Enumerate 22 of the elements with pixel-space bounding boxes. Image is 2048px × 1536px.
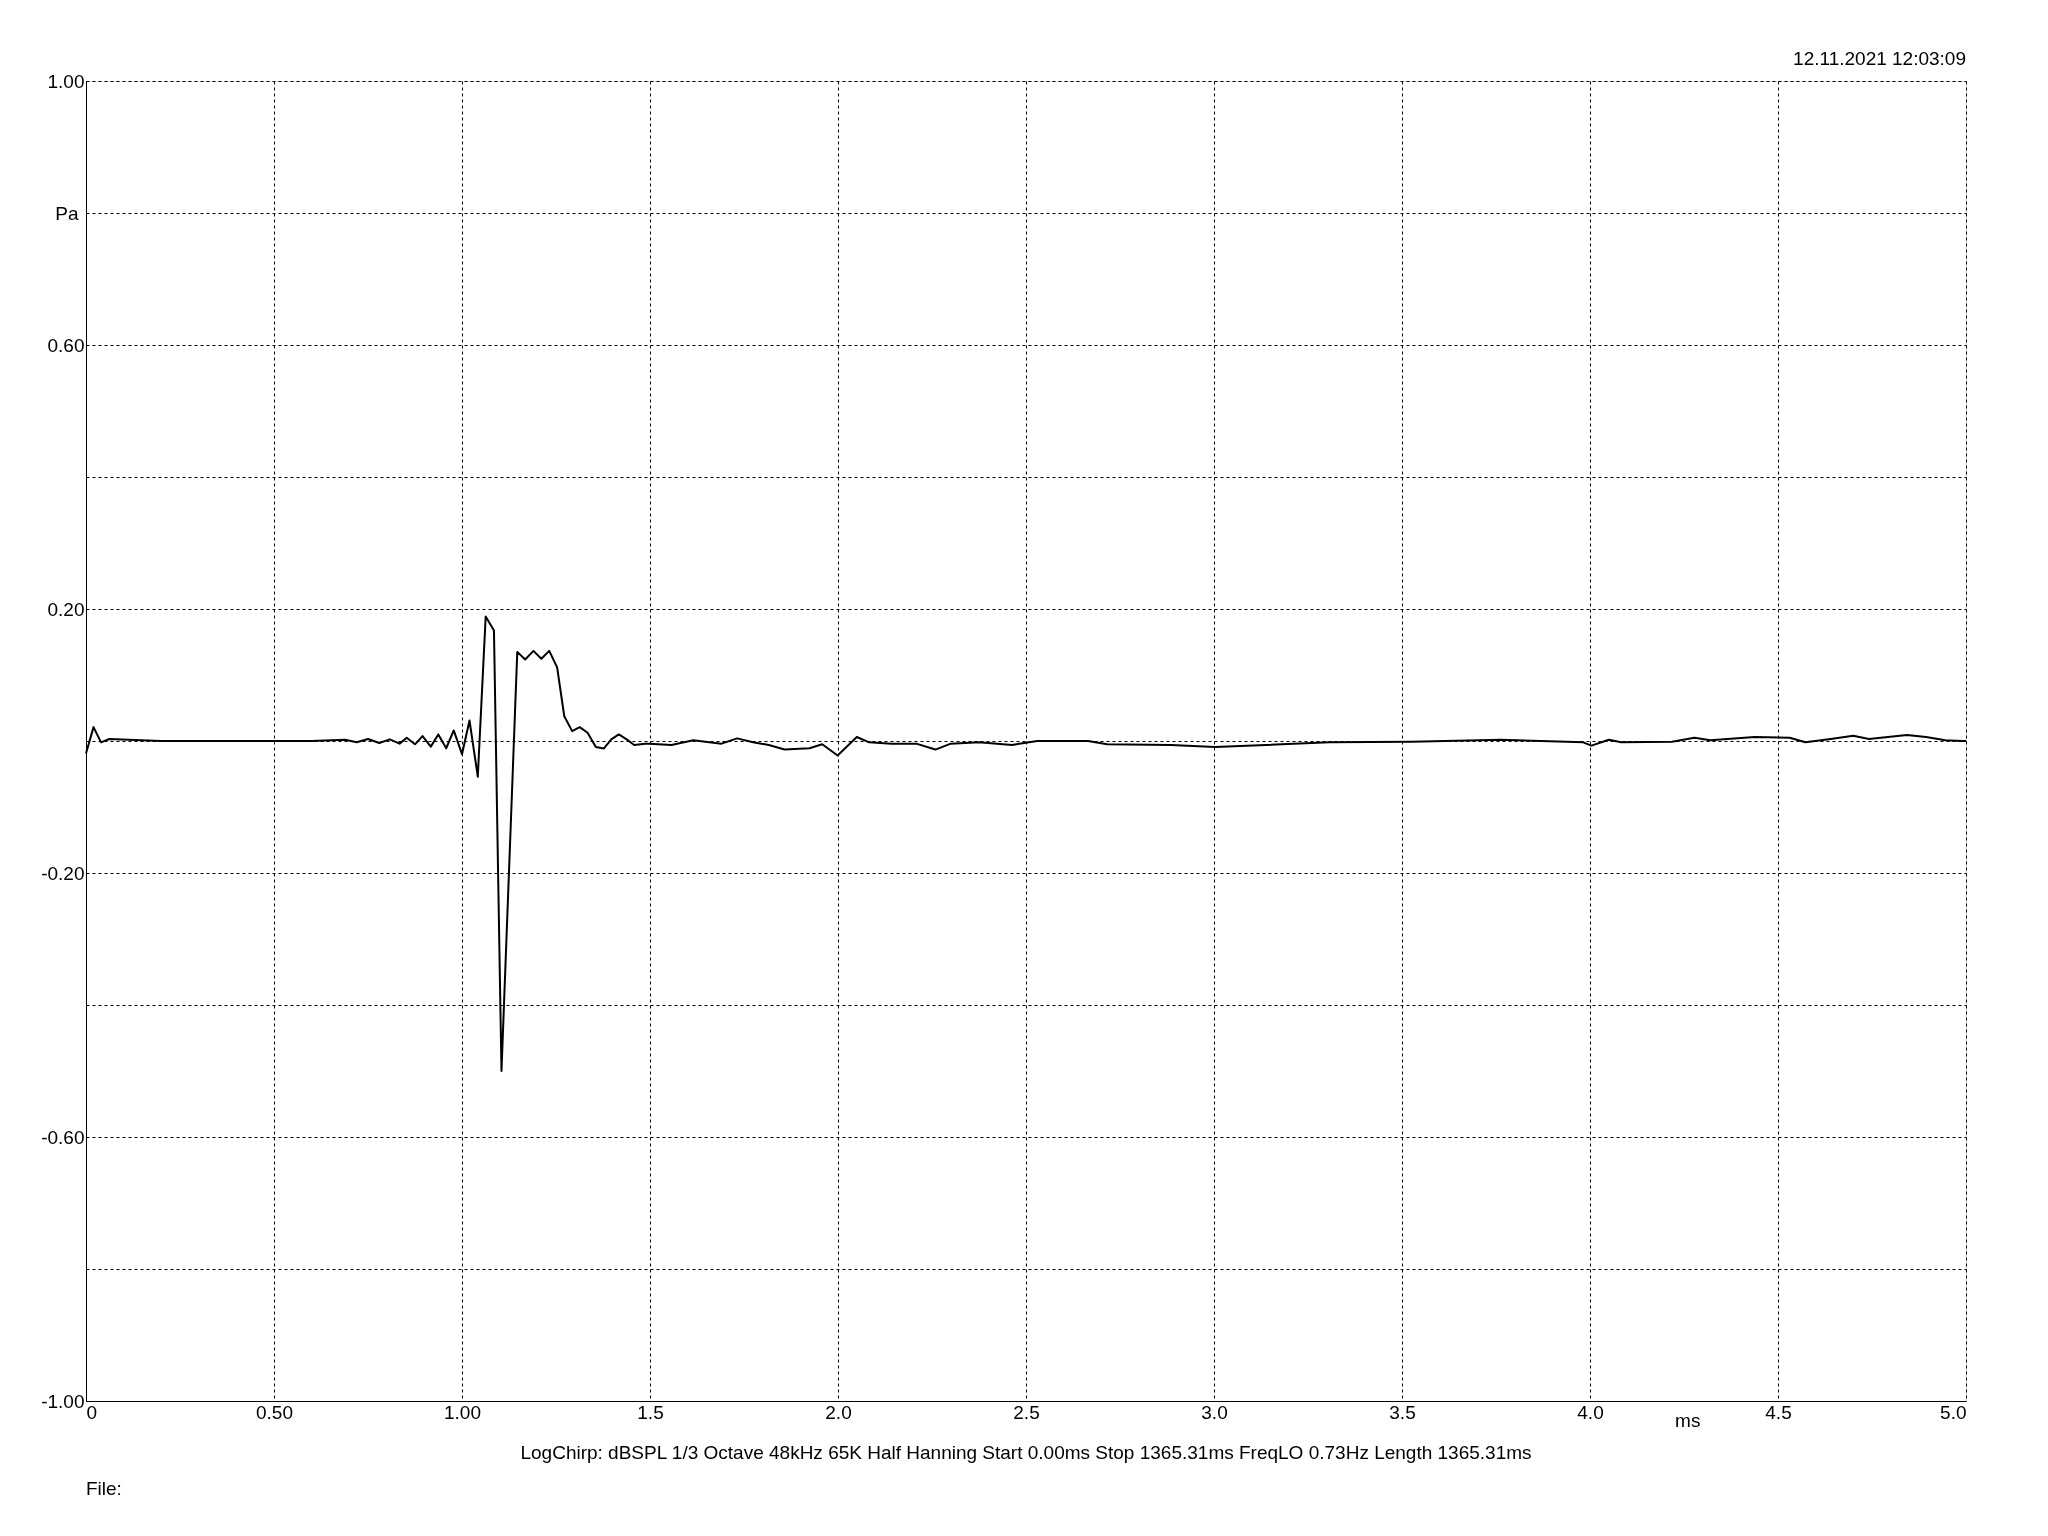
x-tick-label: 4.5	[1765, 1401, 1792, 1423]
y-tick-label: -0.60	[41, 1126, 85, 1148]
x-tick-label: 5.0	[1940, 1401, 1967, 1423]
text: 12.11.2021 12:03:09	[1793, 48, 1966, 69]
x-tick-label: 4.0	[1577, 1401, 1604, 1423]
x-tick-label: 0.50	[256, 1401, 293, 1423]
y-tick-label: 1.00	[47, 70, 85, 92]
x-tick-label: 1.5	[637, 1401, 664, 1423]
x-axis-title: ms	[1675, 1409, 1701, 1431]
text: File:	[86, 1478, 122, 1499]
y-tick-label: -0.20	[41, 862, 85, 884]
x-tick-label: 0	[86, 1401, 98, 1423]
x-tick-label: 2.5	[1013, 1401, 1040, 1423]
x-tick-label: 3.5	[1389, 1401, 1416, 1423]
y-tick-label: -1.00	[41, 1390, 85, 1412]
x-tick-label: 2.0	[825, 1401, 852, 1423]
y-axis-title: Pa	[55, 202, 79, 224]
y-tick-label: 0.60	[47, 334, 85, 356]
text: LogChirp: dBSPL 1/3 Octave 48kHz 65K Half Hanning Start 0.00ms Stop 1365.31ms FreqLO 0.73Hz Length 1365.31ms	[520, 1442, 1532, 1463]
y-tick-label: 0.20	[47, 598, 85, 620]
x-tick-label: 3.0	[1201, 1401, 1228, 1423]
x-tick-label: 1.00	[444, 1401, 481, 1423]
